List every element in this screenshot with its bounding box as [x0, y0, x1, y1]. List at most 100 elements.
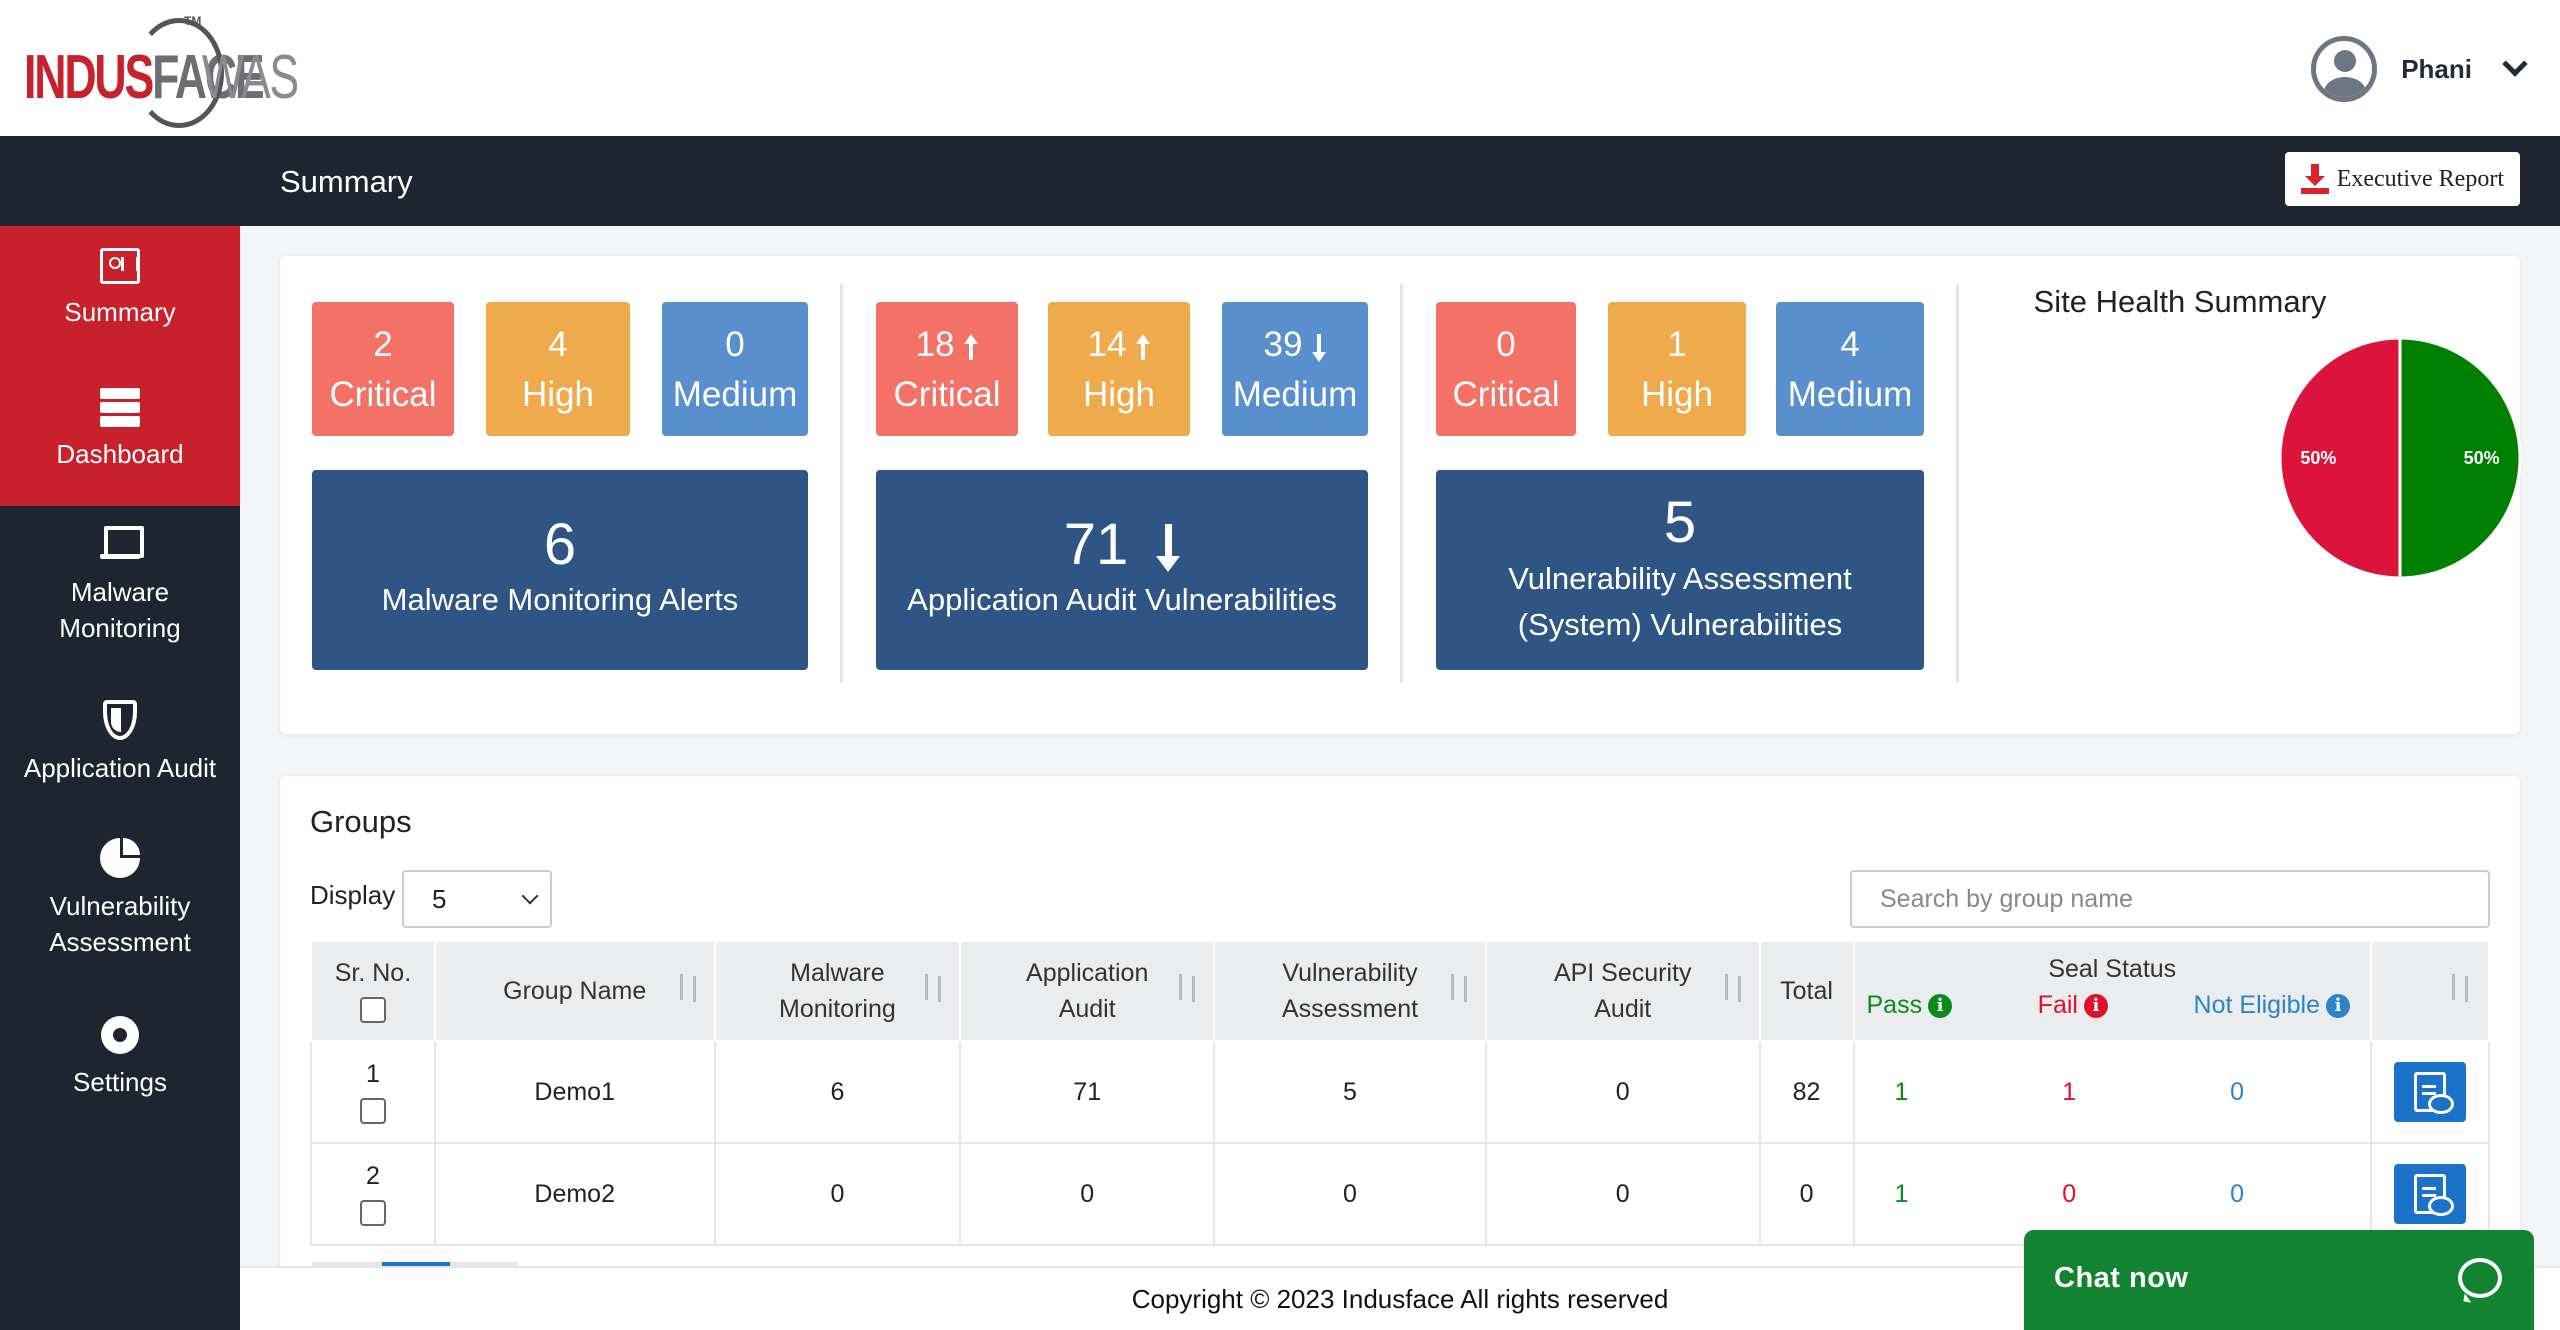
gear-icon — [97, 1012, 143, 1058]
sidebar: Summary Dashboard Malware Monitoring App… — [0, 226, 240, 1330]
group-search-input[interactable] — [1850, 870, 2490, 928]
view-report-button[interactable] — [2394, 1062, 2466, 1122]
col-actions[interactable] — [2370, 940, 2490, 1042]
arrow-down-icon — [1312, 333, 1327, 362]
va-medium-tile[interactable]: 4 Medium — [1776, 302, 1924, 436]
malware-alerts-label: Malware Monitoring Alerts — [381, 582, 739, 617]
sidebar-active-block — [0, 226, 240, 506]
sidebar-item-label: Settings — [73, 1067, 167, 1097]
seal-not-eligible-header: Not Eligible i — [2194, 987, 2350, 1023]
pagination — [312, 1262, 518, 1268]
view-report-button[interactable] — [2394, 1164, 2466, 1224]
sort-icon[interactable] — [678, 974, 700, 1004]
sr-no-value: 2 — [365, 1162, 380, 1190]
row-checkbox[interactable] — [359, 1200, 386, 1227]
info-icon[interactable]: i — [2083, 994, 2108, 1019]
executive-report-button[interactable]: Executive Report — [2284, 152, 2520, 206]
col-header-label: Pass — [1866, 991, 1923, 1019]
cell-vuln-assessment: 5 — [1214, 1041, 1487, 1144]
seal-not-eligible-value: 0 — [2230, 1078, 2244, 1106]
group-name[interactable]: Demo1 — [534, 1078, 615, 1106]
malware-critical-tile[interactable]: 2 Critical — [312, 302, 454, 436]
app-audit-vulnerabilities-tile[interactable]: 71 Application Audit Vulnerabilities — [876, 470, 1368, 670]
top-header: INDUSFACE TM WAS Phani — [0, 0, 2560, 136]
sidebar-item-label: Malware — [70, 577, 170, 607]
dashboard-icon — [100, 386, 140, 427]
va-critical-count: 0 — [1496, 325, 1516, 364]
malware-alerts-total: 6 — [543, 512, 577, 577]
summary-card: 2 Critical 4 High 0 Medium 6 Malware Mon… — [280, 256, 2522, 734]
seal-pass-value: 1 — [1894, 1078, 1909, 1106]
seal-fail-value: 0 — [2062, 1180, 2077, 1208]
row-checkbox[interactable] — [359, 1098, 386, 1125]
col-api-security-audit[interactable]: API Security Audit — [1484, 940, 1761, 1042]
malware-medium-tile[interactable]: 0 Medium — [662, 302, 808, 436]
app-audit-high-label: High — [1083, 375, 1155, 414]
cell-malware: 0 — [714, 1143, 962, 1246]
site-health-pie-chart: 50% 50% — [2278, 338, 2522, 580]
sort-icon[interactable] — [923, 974, 945, 1004]
logo-tm: TM — [184, 14, 202, 28]
sidebar-item-malware-monitoring[interactable]: Malware Monitoring — [0, 524, 240, 664]
user-menu[interactable]: Phani — [2311, 36, 2528, 102]
avatar-icon[interactable] — [2311, 36, 2378, 102]
sort-icon[interactable] — [1723, 974, 1745, 1004]
user-name[interactable]: Phani — [2401, 53, 2472, 84]
sidebar-item-settings[interactable]: Settings — [0, 1012, 240, 1116]
sort-icon[interactable] — [1449, 974, 1471, 1004]
indusface-was-logo[interactable]: INDUSFACE TM WAS — [24, 10, 299, 130]
chevron-down-icon[interactable] — [2502, 51, 2528, 77]
sidebar-item-summary[interactable]: Summary — [0, 248, 240, 368]
pie-slice[interactable] — [2398, 338, 2522, 580]
malware-critical-count: 2 — [373, 325, 393, 364]
sort-icon[interactable] — [2450, 974, 2472, 1004]
executive-report-label: Executive Report — [2336, 165, 2504, 192]
va-critical-tile[interactable]: 0 Critical — [1436, 302, 1576, 436]
arrow-up-icon — [1136, 333, 1151, 360]
col-vulnerability-assessment[interactable]: Vulnerability Assessment — [1213, 940, 1487, 1042]
pie-slice-label: 50% — [2464, 448, 2500, 468]
arrow-up-icon — [964, 333, 979, 360]
app-audit-total-label: Application Audit Vulnerabilities — [907, 582, 1337, 617]
col-total: Total — [1758, 940, 1855, 1042]
seal-not-eligible-value: 0 — [2230, 1180, 2244, 1208]
display-count-select[interactable]: 5 — [402, 870, 552, 928]
col-sr-no[interactable]: Sr. No. — [310, 940, 436, 1042]
malware-alerts-tile[interactable]: 6 Malware Monitoring Alerts — [312, 470, 808, 670]
col-group-name[interactable]: Group Name — [433, 940, 716, 1042]
pagination-active-page[interactable] — [382, 1262, 450, 1268]
va-vulnerabilities-tile[interactable]: 5 Vulnerability Assessment (System) Vuln… — [1436, 470, 1924, 670]
col-header-label: Seal Status — [2048, 955, 2177, 983]
chat-now-widget[interactable]: Chat now — [2024, 1230, 2534, 1330]
app-audit-critical-tile[interactable]: 18 Critical — [876, 302, 1018, 436]
info-icon[interactable]: i — [1928, 994, 1953, 1019]
sidebar-item-vulnerability-assessment[interactable]: Vulnerability Assessment — [0, 836, 240, 978]
col-header-label: Audit — [1594, 995, 1652, 1023]
va-high-label: High — [1641, 375, 1713, 414]
app-audit-medium-tile[interactable]: 39 Medium — [1222, 302, 1368, 436]
sidebar-item-label: Vulnerability — [49, 891, 191, 921]
select-all-checkbox[interactable] — [359, 997, 386, 1024]
col-seal-status: Seal Status Pass i Fail i Not Eligible i — [1852, 940, 2372, 1042]
col-header-label: Not Eligible — [2193, 991, 2320, 1019]
col-header-label: Group Name — [503, 977, 647, 1005]
app-audit-high-tile[interactable]: 14 High — [1048, 302, 1190, 436]
malware-medium-count: 0 — [725, 325, 745, 364]
seal-pass-header: Pass i — [1867, 987, 1953, 1023]
info-icon[interactable]: i — [2326, 994, 2350, 1019]
col-application-audit[interactable]: Application Audit — [959, 940, 1216, 1042]
download-icon — [2300, 164, 2329, 194]
group-name[interactable]: Demo2 — [534, 1180, 615, 1208]
col-malware-monitoring[interactable]: Malware Monitoring — [713, 940, 962, 1042]
divider — [840, 284, 843, 682]
sidebar-item-dashboard[interactable]: Dashboard — [0, 386, 240, 506]
va-high-tile[interactable]: 1 High — [1608, 302, 1746, 436]
pie-slice[interactable] — [2278, 338, 2402, 580]
sort-icon[interactable] — [1177, 974, 1199, 1004]
va-medium-count: 4 — [1840, 325, 1860, 364]
pie-chart-icon — [100, 836, 142, 878]
sidebar-item-label: Summary — [64, 297, 176, 327]
malware-high-tile[interactable]: 4 High — [486, 302, 630, 436]
app-audit-total: 71 — [1063, 512, 1129, 577]
sidebar-item-application-audit[interactable]: Application Audit — [0, 700, 240, 800]
